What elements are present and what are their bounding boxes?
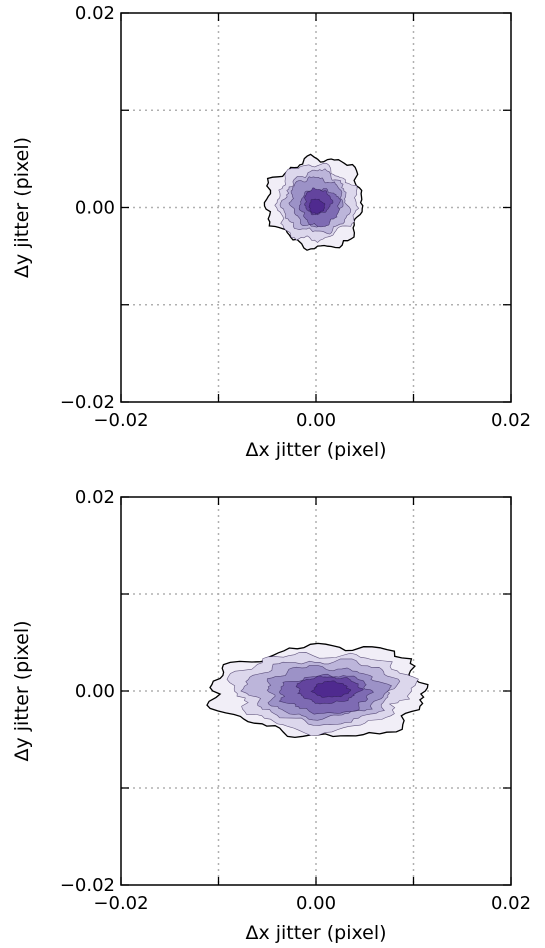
x-tick-label: 0.02 <box>491 410 531 431</box>
y-tick-label: 0.00 <box>75 198 115 219</box>
y-tick-label: −0.02 <box>60 392 115 413</box>
y-tick-label: 0.02 <box>75 3 115 24</box>
x-tick-label: 0.00 <box>296 410 336 431</box>
x-axis-label: Δx jitter (pixel) <box>245 922 386 944</box>
y-axis-label: Δy jitter (pixel) <box>11 137 33 278</box>
y-tick-label: 0.02 <box>75 487 115 508</box>
jitter-panel-top: −0.02 0.00 0.02 −0.02 0.00 0.02 Δx jitter (pix… <box>11 3 531 461</box>
x-tick-label: −0.02 <box>93 893 148 914</box>
y-axis-label: Δy jitter (pixel) <box>11 620 33 761</box>
x-tick-label: −0.02 <box>93 410 148 431</box>
contour-level-7 <box>310 680 352 698</box>
y-tick-label: −0.02 <box>60 875 115 896</box>
x-tick-label: 0.02 <box>491 893 531 914</box>
jitter-panel-bottom: −0.02 0.00 0.02 −0.02 0.00 0.02 Δx jitter (pix… <box>11 487 531 944</box>
x-tick-label: 0.00 <box>296 893 336 914</box>
contour-level-7 <box>308 198 326 215</box>
y-tick-label: 0.00 <box>75 681 115 702</box>
x-axis-label: Δx jitter (pixel) <box>245 439 386 461</box>
